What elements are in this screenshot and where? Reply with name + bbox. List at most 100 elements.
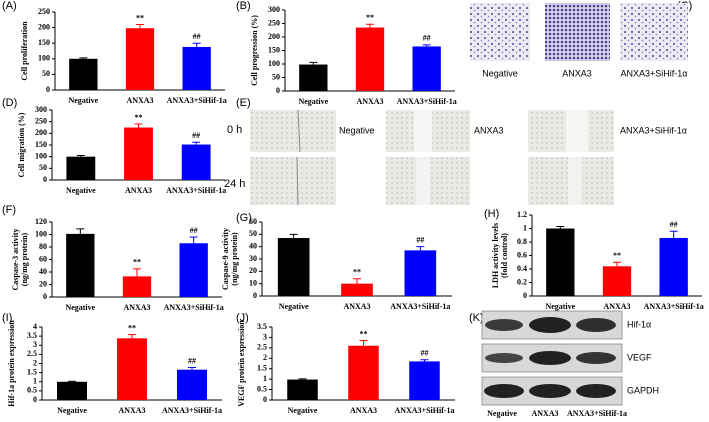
image-label: ANXA3 — [474, 125, 504, 135]
y-tick-label: 0.5 — [27, 386, 37, 395]
bar — [348, 345, 379, 400]
error-bar — [133, 268, 141, 277]
significance: ** — [128, 323, 136, 332]
y-tick-label: 3 — [33, 340, 37, 349]
bar — [404, 250, 437, 296]
y-tick-label: 3.5 — [257, 322, 267, 331]
y-tick-label: 30 — [249, 254, 257, 263]
y-axis-label: Caspase-9 activity — [221, 228, 230, 290]
bar — [299, 64, 328, 91]
y-axis-label: (ng/mg protein) — [20, 232, 29, 286]
y-tick-label: 0 — [263, 395, 267, 404]
significance: ** — [366, 13, 374, 22]
error-bar — [76, 228, 85, 234]
y-tick-label: 250 — [268, 18, 280, 27]
y-tick-label: 2.5 — [27, 349, 37, 358]
error-bar — [192, 141, 201, 145]
significance: ** — [136, 13, 144, 22]
panel-label: (G) — [236, 212, 252, 224]
y-tick-label: 200 — [268, 32, 280, 41]
panel-label: (D) — [2, 97, 17, 109]
y-tick-label: 0.5 — [257, 384, 267, 393]
band-label: Hif-1α — [627, 319, 651, 329]
bar — [124, 127, 153, 180]
y-tick-label: 120 — [35, 217, 47, 226]
bar — [125, 28, 155, 90]
error-bar — [353, 278, 361, 284]
image-label: Negative — [482, 68, 518, 78]
y-tick-label: 1 — [263, 374, 267, 383]
y-axis-label: Cell proliferation — [20, 21, 29, 81]
error-bar — [76, 155, 85, 157]
error-bar — [309, 61, 318, 65]
significance: ** — [613, 251, 621, 260]
y-tick-label: 40 — [39, 267, 47, 276]
y-tick-label: 1 — [523, 223, 527, 232]
y-tick-label: 100 — [268, 59, 280, 68]
y-tick-label: 40 — [249, 241, 257, 250]
y-tick-label: 0 — [33, 395, 37, 404]
error-bar — [420, 359, 429, 362]
time-label: 24 h — [224, 178, 245, 190]
x-tick-label: ANXA3+SiHif-1a — [162, 406, 222, 415]
x-tick-label: ANXA3+SiHif-1a — [390, 302, 450, 311]
x-tick-label: Negative — [279, 302, 309, 311]
error-bar — [134, 123, 143, 128]
micrograph — [470, 3, 530, 61]
x-tick-label: Negative — [298, 97, 328, 106]
y-tick-label: 1.5 — [27, 367, 37, 376]
y-tick-label: 0 — [523, 291, 527, 300]
y-axis-label: VEGF protein expression — [237, 320, 246, 407]
y-tick-label: 0.8 — [517, 237, 527, 246]
y-tick-label: 80 — [39, 242, 47, 251]
x-tick-label: ANXA3 — [118, 406, 145, 415]
bar — [409, 361, 440, 400]
panel-label: (J) — [236, 312, 249, 324]
x-tick-label: Negative — [68, 96, 98, 105]
significance: ## — [423, 34, 431, 43]
bar — [412, 46, 441, 91]
significance: ** — [135, 113, 143, 122]
panel-label: (A) — [2, 0, 17, 12]
x-tick-label: ANXA3+SiHif-1a — [166, 186, 226, 195]
x-tick-label: Negative — [545, 302, 575, 311]
y-tick-label: 150 — [38, 38, 50, 47]
y-tick-label: 0 — [276, 86, 280, 95]
bar — [341, 283, 373, 296]
error-bar — [416, 246, 425, 251]
y-tick-label: 0.4 — [517, 264, 527, 273]
error-bar — [422, 44, 431, 47]
bar — [69, 58, 98, 90]
x-tick-label: ANXA3+SiHif-1a — [394, 406, 454, 415]
x-tick-label: ANXA3+SiHif-1a — [167, 96, 227, 105]
bar — [277, 238, 310, 296]
y-tick-label: 0 — [253, 291, 257, 300]
error-bar — [298, 378, 307, 380]
band-label: VEGF — [627, 352, 652, 362]
panel-label: (F) — [2, 204, 16, 216]
y-tick-label: 0 — [46, 85, 50, 94]
bar — [122, 276, 152, 297]
x-tick-label: ANXA3+SiHif-1a — [644, 302, 704, 311]
y-tick-label: 4 — [33, 322, 37, 331]
y-tick-label: 300 — [35, 105, 47, 114]
y-tick-label: 300 — [268, 5, 280, 14]
y-tick-label: 200 — [38, 22, 50, 31]
y-tick-label: 2 — [33, 358, 37, 367]
y-tick-label: 3.5 — [27, 331, 37, 340]
bar — [659, 237, 688, 296]
micrograph — [545, 3, 610, 61]
x-tick-label: ANXA3+SiHif-1a — [164, 303, 224, 312]
significance: ## — [670, 220, 678, 229]
significance: ## — [193, 32, 201, 41]
significance: ## — [192, 131, 200, 140]
significance: ** — [353, 268, 361, 277]
y-axis-label: Caspase-3 activity — [11, 229, 20, 291]
y-tick-label: 0 — [43, 175, 47, 184]
x-tick-label: Negative — [65, 303, 95, 312]
time-label: 0 h — [227, 124, 242, 136]
bar — [57, 381, 87, 400]
y-tick-label: 150 — [35, 140, 47, 149]
y-tick-label: 50 — [249, 229, 257, 238]
x-tick-label: Negative — [288, 406, 318, 415]
